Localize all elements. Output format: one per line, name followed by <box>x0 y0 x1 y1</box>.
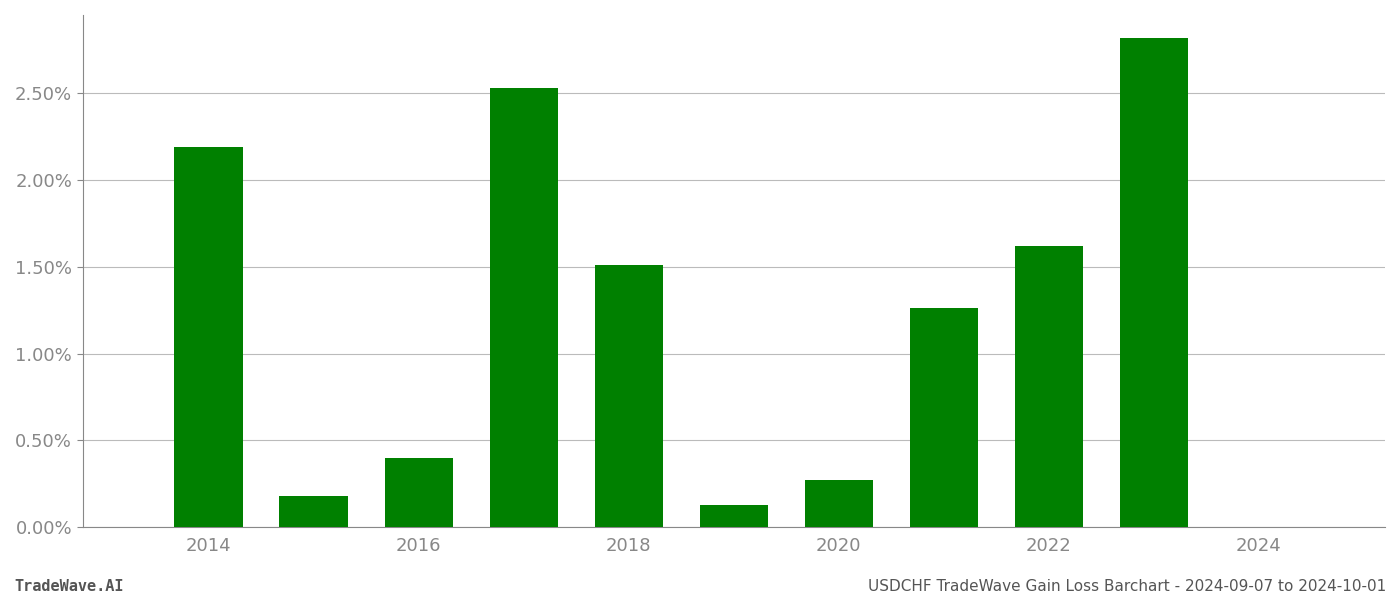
Bar <box>490 88 557 527</box>
Bar <box>805 481 874 527</box>
Bar <box>1120 38 1189 527</box>
Bar <box>910 308 979 527</box>
Bar <box>175 147 242 527</box>
Text: TradeWave.AI: TradeWave.AI <box>14 579 123 594</box>
Bar <box>700 505 769 527</box>
Bar <box>1015 246 1084 527</box>
Text: USDCHF TradeWave Gain Loss Barchart - 2024-09-07 to 2024-10-01: USDCHF TradeWave Gain Loss Barchart - 20… <box>868 579 1386 594</box>
Bar <box>595 265 662 527</box>
Bar <box>280 496 347 527</box>
Bar <box>385 458 452 527</box>
